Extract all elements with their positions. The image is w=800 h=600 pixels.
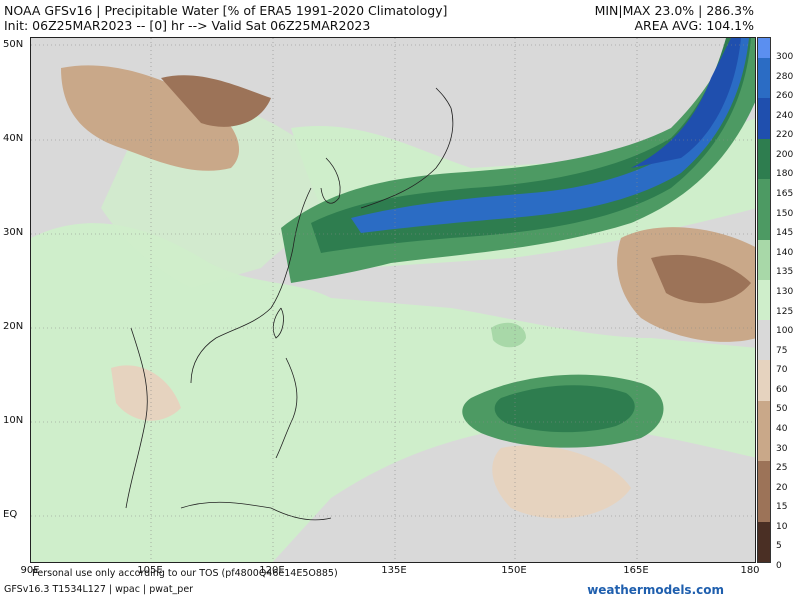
borneo-coastline xyxy=(180,501,332,521)
small-moist-patch xyxy=(491,322,526,348)
colorbar-label: 140 xyxy=(776,247,794,258)
colorbar-label: 220 xyxy=(776,130,794,141)
colorbar-label: 30 xyxy=(776,443,788,454)
colorbar-segment xyxy=(758,320,770,341)
map-title: NOAA GFSv16 | Precipitable Water [% of E… xyxy=(4,3,448,18)
graticule xyxy=(31,38,755,562)
colorbar-label: 145 xyxy=(776,228,794,239)
lat-label-30n: 30N xyxy=(3,227,24,238)
colorbar-segment xyxy=(758,461,770,482)
tos-notice: Personal use only according to our TOS (… xyxy=(32,568,338,579)
colorbar-segment xyxy=(758,340,770,361)
colorbar-segment xyxy=(758,360,770,382)
lat-label-50n: 50N xyxy=(3,39,24,50)
colorbar-segment xyxy=(758,199,770,220)
min-max-readout: MIN|MAX 23.0% | 286.3% xyxy=(594,3,754,18)
colorbar-label: 165 xyxy=(776,189,794,200)
colorbar-label: 130 xyxy=(776,286,794,297)
colorbar-label: 240 xyxy=(776,110,794,121)
lon-label-90e: 90E xyxy=(20,565,40,576)
colorbar-segment xyxy=(758,38,770,59)
colorbar-label: 200 xyxy=(776,149,794,160)
colorbar-label: 260 xyxy=(776,91,794,102)
colorbar xyxy=(757,37,771,563)
lon-label-150e: 150E xyxy=(501,565,527,576)
colorbar-label: 5 xyxy=(776,541,782,552)
colorbar-label: 50 xyxy=(776,404,788,415)
colorbar-label: 10 xyxy=(776,521,788,532)
moisture-plume-inner xyxy=(351,38,749,233)
area-average-readout: AREA AVG: 104.1% xyxy=(634,18,755,33)
colorbar-segment xyxy=(758,158,770,180)
colorbar-segment xyxy=(758,501,770,523)
dry-region-central-pacific-core xyxy=(651,254,751,304)
colorbar-segment xyxy=(758,179,770,200)
brand-link[interactable]: weathermodels.com xyxy=(587,583,724,597)
colorbar-segment xyxy=(758,300,770,321)
colorbar-segment xyxy=(758,521,770,543)
colorbar-label: 15 xyxy=(776,502,788,513)
colorbar-label: 100 xyxy=(776,326,794,337)
colorbar-segment xyxy=(758,98,770,120)
model-version: GFSv16.3 T1534L127 | wpac | pwat_per xyxy=(4,584,194,595)
lon-label-135e: 135E xyxy=(381,565,407,576)
japan-coastline xyxy=(360,87,454,209)
colorbar-segment xyxy=(758,400,770,422)
dry-region-core xyxy=(161,75,271,127)
lon-label-180: 180 xyxy=(740,565,760,576)
colorbar-label: 135 xyxy=(776,267,794,278)
colorbar-segment xyxy=(758,78,770,99)
colorbar-label: 40 xyxy=(776,423,788,434)
pale-green-region-south xyxy=(31,223,755,562)
dry-region-indochina xyxy=(111,365,181,421)
dry-region-mongolia xyxy=(61,65,240,171)
lon-label-120e: 120E xyxy=(259,565,285,576)
indochina-coastline xyxy=(125,327,148,509)
taiwan-coastline xyxy=(272,307,284,339)
colorbar-label: 180 xyxy=(776,169,794,180)
colorbar-label: 300 xyxy=(776,52,794,62)
dry-region-south-pacific xyxy=(492,445,631,519)
colorbar-label: 0 xyxy=(776,561,782,571)
korea-coastline xyxy=(320,157,341,204)
tropical-moisture-core xyxy=(494,385,635,433)
map-panel xyxy=(30,37,756,563)
philippines-coastline xyxy=(275,357,298,459)
colorbar-label: 60 xyxy=(776,384,788,395)
colorbar-segment xyxy=(758,441,770,462)
colorbar-segment xyxy=(758,481,770,503)
colorbar-label: 125 xyxy=(776,306,794,317)
moisture-plume-core xyxy=(631,38,741,168)
colorbar-label: 280 xyxy=(776,71,794,82)
colorbar-label: 150 xyxy=(776,208,794,219)
stats-block: MIN|MAX 23.0% | 286.3% AREA AVG: 104.1% xyxy=(595,3,754,33)
moisture-plume-mid xyxy=(311,38,751,253)
colorbar-label: 70 xyxy=(776,365,788,376)
lat-label-40n: 40N xyxy=(3,133,24,144)
colorbar-segment xyxy=(758,58,770,79)
lon-label-165e: 165E xyxy=(623,565,649,576)
colorbar-label: 75 xyxy=(776,345,788,356)
init-valid-time: Init: 06Z25MAR2023 -- [0] hr --> Valid S… xyxy=(4,18,371,33)
colorbar-segment xyxy=(758,420,770,442)
lat-label-eq: EQ xyxy=(3,509,18,520)
colorbar-segment xyxy=(758,380,770,402)
china-coastline xyxy=(190,187,312,384)
colorbar-label: 25 xyxy=(776,463,788,474)
lat-label-10n: 10N xyxy=(3,415,24,426)
coastlines xyxy=(125,87,454,521)
colorbar-segment xyxy=(758,219,770,241)
colorbar-segment xyxy=(758,259,770,281)
lon-label-105e: 105E xyxy=(137,565,163,576)
colorbar-label: 20 xyxy=(776,482,788,493)
colorbar-segment xyxy=(758,541,770,563)
map-title-block: NOAA GFSv16 | Precipitable Water [% of E… xyxy=(4,3,447,33)
map-canvas xyxy=(31,38,755,562)
colorbar-segment xyxy=(758,279,770,301)
colorbar-segment xyxy=(758,239,770,261)
colorbar-segment xyxy=(758,138,770,160)
colorbar-segment xyxy=(758,118,770,140)
lat-label-20n: 20N xyxy=(3,321,24,332)
